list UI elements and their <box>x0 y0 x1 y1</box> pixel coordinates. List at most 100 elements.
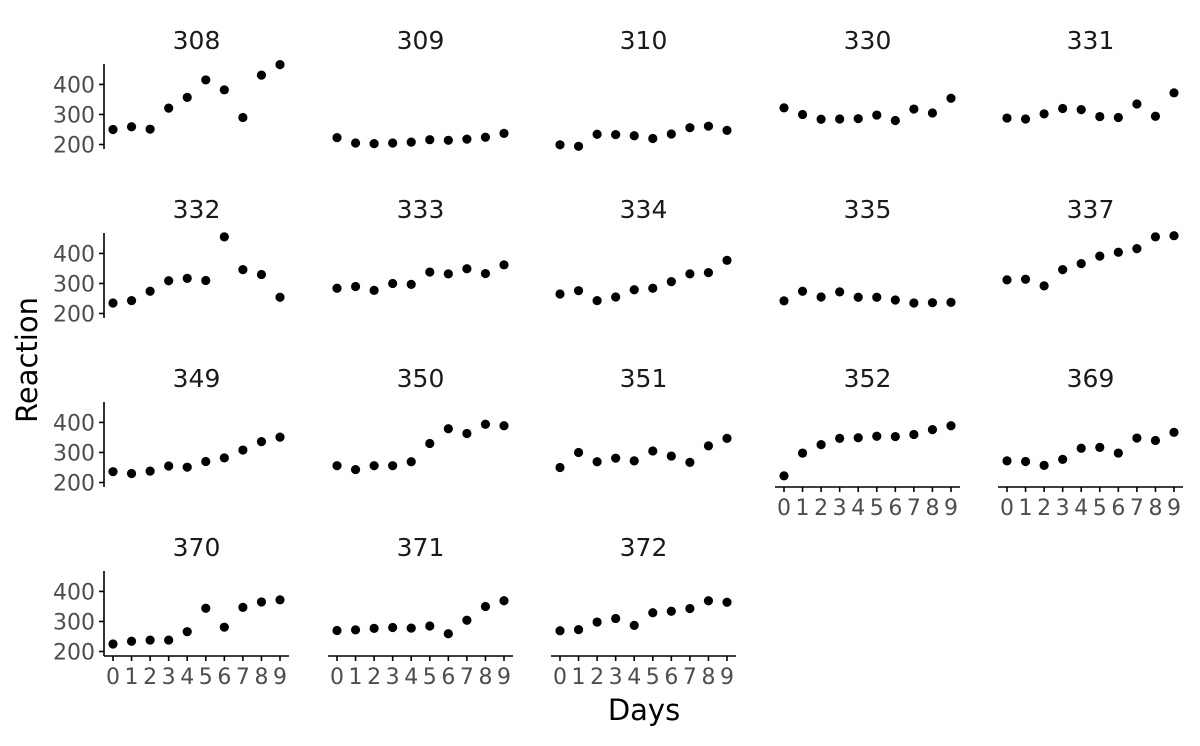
x-tick-label: 6 <box>441 665 455 690</box>
data-point <box>126 295 137 306</box>
data-point <box>406 457 416 467</box>
data-point <box>275 292 285 302</box>
data-point <box>182 273 192 283</box>
data-point <box>835 433 845 443</box>
data-point <box>406 137 416 147</box>
data-point <box>666 606 676 616</box>
y-tick-label: 400 <box>53 242 95 267</box>
data-point <box>1132 244 1142 254</box>
data-point <box>573 286 584 296</box>
data-point <box>573 141 584 151</box>
x-tick-label: 8 <box>478 665 492 690</box>
x-tick-label: 3 <box>833 496 847 521</box>
data-point <box>1169 88 1179 98</box>
data-point <box>425 135 435 145</box>
facet-label: 332 <box>173 195 221 224</box>
data-point <box>201 275 211 286</box>
x-tick-label: 8 <box>254 665 268 690</box>
x-tick-label: 5 <box>1093 496 1107 521</box>
data-point <box>703 596 714 606</box>
y-tick-label: 300 <box>53 441 95 466</box>
data-point <box>425 438 435 449</box>
data-point <box>946 297 956 307</box>
data-point <box>275 595 285 605</box>
x-tick-label: 4 <box>627 665 641 690</box>
data-point <box>592 617 602 627</box>
data-point <box>629 285 639 295</box>
data-point <box>369 623 379 633</box>
data-point <box>219 232 229 242</box>
data-point <box>126 636 137 646</box>
data-point <box>164 461 174 471</box>
data-point <box>927 425 938 435</box>
x-tick-label: 3 <box>162 665 176 690</box>
x-tick-label: 0 <box>1000 496 1014 521</box>
data-point <box>685 123 695 133</box>
data-point <box>927 108 938 118</box>
data-point <box>629 620 639 630</box>
data-point <box>126 122 137 132</box>
data-point <box>722 125 732 135</box>
y-tick-label: 400 <box>53 411 95 436</box>
data-point <box>238 602 248 612</box>
x-tick-label: 9 <box>497 665 511 690</box>
facet-label: 349 <box>173 364 221 393</box>
data-point <box>238 445 248 455</box>
data-point <box>555 626 565 636</box>
y-tick-label: 200 <box>53 302 95 327</box>
data-point <box>480 132 491 142</box>
data-point <box>872 431 882 441</box>
x-tick-label: 4 <box>851 496 865 521</box>
data-point <box>388 278 398 289</box>
data-point <box>1002 113 1012 123</box>
data-point <box>1039 460 1049 470</box>
data-point <box>611 292 621 302</box>
facet-label: 370 <box>173 533 221 562</box>
data-point <box>462 264 472 274</box>
x-axis-title: Days <box>608 693 680 727</box>
data-point <box>666 451 676 461</box>
data-point <box>145 635 155 645</box>
data-point <box>256 437 267 447</box>
x-tick-label: 0 <box>777 496 791 521</box>
data-point <box>573 624 584 635</box>
data-point <box>816 440 826 450</box>
data-point <box>369 461 379 471</box>
y-tick-label: 200 <box>53 471 95 496</box>
data-point <box>388 461 398 471</box>
data-point <box>1002 456 1012 466</box>
x-tick-label: 0 <box>106 665 120 690</box>
data-point <box>666 277 676 287</box>
data-point <box>1150 435 1161 446</box>
data-point <box>611 613 621 624</box>
data-point <box>946 93 956 103</box>
data-point <box>611 453 621 463</box>
data-point <box>797 109 808 120</box>
facet-label: 333 <box>397 195 445 224</box>
data-point <box>816 114 826 124</box>
data-point <box>108 467 118 477</box>
facet-label: 334 <box>620 195 668 224</box>
data-point <box>555 462 565 473</box>
data-point <box>462 428 472 439</box>
data-point <box>629 456 639 466</box>
data-point <box>499 596 509 606</box>
y-tick-label: 400 <box>53 580 95 605</box>
data-point <box>1132 99 1142 109</box>
data-point <box>909 298 919 308</box>
data-point <box>1113 448 1123 458</box>
data-point <box>164 635 174 645</box>
x-tick-label: 2 <box>1037 496 1051 521</box>
data-point <box>499 421 509 431</box>
data-point <box>685 603 695 614</box>
data-point <box>779 296 789 306</box>
data-point <box>703 268 714 278</box>
x-tick-label: 7 <box>236 665 250 690</box>
data-point <box>1039 109 1049 119</box>
x-tick-label: 7 <box>460 665 474 690</box>
x-tick-label: 7 <box>1130 496 1144 521</box>
x-tick-label: 4 <box>1074 496 1088 521</box>
x-tick-label: 5 <box>423 665 437 690</box>
data-point <box>853 292 863 302</box>
